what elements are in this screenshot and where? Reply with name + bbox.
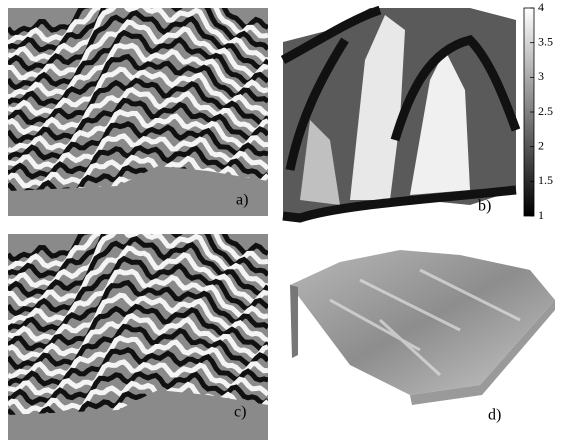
- panel-b-image: [283, 8, 516, 218]
- colorbar-tick-label: 3.5: [538, 34, 553, 48]
- panel-d-image: [290, 250, 555, 405]
- panel-label: c): [234, 404, 246, 421]
- colorbar-tick-label: 3: [538, 69, 544, 83]
- colorbar-tick-label: 4: [538, 0, 544, 14]
- colorbar-tick-label: 1: [538, 208, 544, 222]
- panel-label: b): [478, 198, 491, 215]
- panel-label: a): [236, 192, 248, 209]
- panel-label: d): [488, 407, 501, 424]
- figure: 1 1.5 2 2.5 3 3.5 4 a) b) c) d): [0, 0, 563, 442]
- colorbar-tick-label: 1.5: [538, 173, 553, 187]
- colorbar-tick-label: 2: [538, 138, 544, 152]
- panel-d-side: [290, 285, 298, 358]
- colorbar-tick-label: 2.5: [538, 104, 553, 118]
